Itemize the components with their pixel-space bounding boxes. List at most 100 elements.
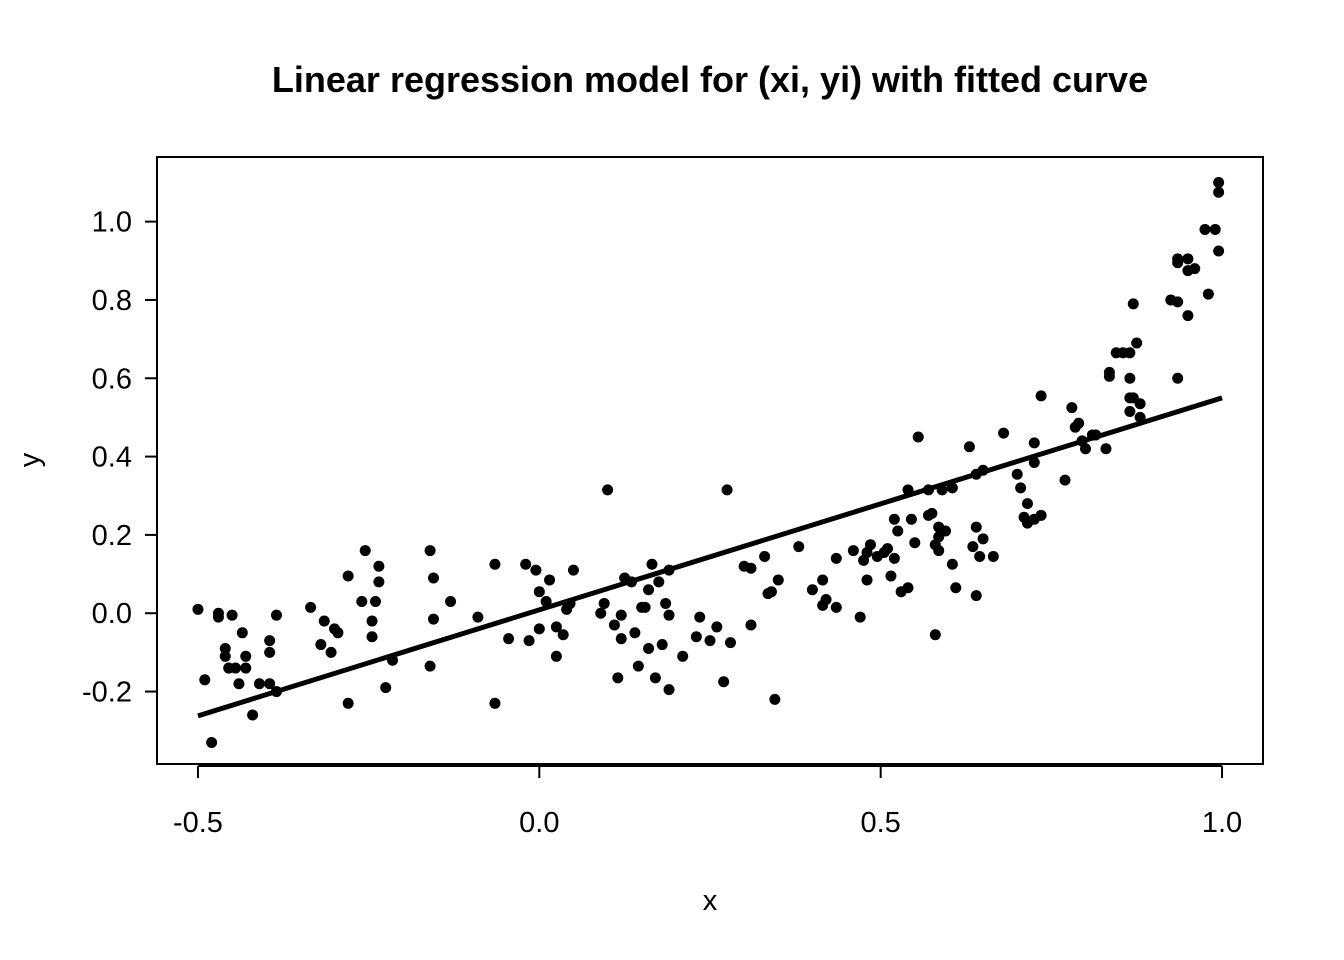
- scatter-point: [830, 552, 842, 564]
- scatter-point: [369, 595, 381, 607]
- scatter-point: [598, 597, 610, 609]
- scatter-point: [970, 590, 982, 602]
- scatter-point: [530, 564, 542, 576]
- scatter-point: [885, 570, 897, 582]
- y-tick-label: 0.6: [92, 363, 132, 395]
- scatter-point: [974, 550, 986, 562]
- scatter-point: [909, 537, 921, 549]
- scatter-point: [608, 619, 620, 631]
- scatter-point: [967, 541, 979, 553]
- scatter-point: [247, 709, 259, 721]
- scatter-point: [472, 611, 484, 623]
- scatter-point: [1213, 176, 1225, 188]
- scatter-point: [366, 615, 378, 627]
- scatter-point: [660, 597, 672, 609]
- scatter-point: [1021, 498, 1033, 510]
- scatter-point: [206, 736, 218, 748]
- scatter-point: [428, 572, 439, 584]
- scatter-point: [489, 558, 501, 570]
- scatter-point: [718, 676, 730, 688]
- scatter-point: [212, 607, 224, 619]
- scatter-point: [380, 682, 392, 694]
- scatter-point: [905, 513, 917, 525]
- scatter-point: [1124, 372, 1136, 384]
- y-tick-label: 0.2: [92, 520, 132, 552]
- scatter-point: [1189, 263, 1201, 275]
- scatter-point: [233, 678, 245, 690]
- scatter-point: [373, 560, 385, 572]
- scatter-point: [1213, 245, 1225, 257]
- scatter-points: [192, 176, 1225, 748]
- scatter-point: [445, 595, 457, 607]
- scatter-point: [192, 603, 204, 615]
- x-tick-label: 0.0: [519, 807, 559, 839]
- y-axis-title: y: [14, 452, 46, 467]
- scatter-point: [226, 609, 238, 621]
- scatter-point: [615, 633, 627, 645]
- scatter-point: [1209, 223, 1221, 235]
- scatter-point: [998, 427, 1010, 439]
- y-axis: -0.2 0.0 0.2 0.4 0.6 0.8 1.0: [82, 207, 158, 709]
- scatter-point: [540, 595, 552, 607]
- x-axis: -0.5 0.0 0.5 1.0: [173, 765, 1242, 839]
- scatter-point: [759, 550, 771, 562]
- scatter-point: [557, 629, 569, 641]
- scatter-point: [615, 609, 627, 621]
- scatter-point: [523, 635, 535, 647]
- plot-frame: [156, 156, 1264, 765]
- scatter-point: [847, 545, 859, 557]
- scatter-point: [428, 613, 439, 625]
- scatter-point: [694, 611, 706, 623]
- scatter-point: [240, 650, 252, 662]
- scatter-point: [325, 646, 337, 658]
- scatter-point: [332, 627, 344, 639]
- scatter-point: [892, 525, 904, 537]
- scatter-point: [533, 623, 545, 635]
- scatter-point: [963, 441, 975, 453]
- scatter-point: [567, 564, 579, 576]
- scatter-point: [520, 558, 532, 570]
- scatter-point: [632, 660, 644, 672]
- y-tick-label: 0.0: [92, 598, 132, 630]
- scatter-point: [704, 635, 716, 647]
- scatter-point: [1035, 509, 1047, 521]
- scatter-point: [1131, 337, 1143, 349]
- scatter-point: [1127, 298, 1139, 310]
- scatter-point: [219, 650, 231, 662]
- scatter-point: [533, 586, 545, 598]
- scatter-point: [1182, 253, 1194, 265]
- scatter-point: [1028, 456, 1040, 468]
- scatter-point: [1100, 443, 1112, 455]
- scatter-point: [612, 672, 624, 684]
- scatter-point: [1028, 437, 1040, 449]
- scatter-point: [902, 582, 914, 594]
- x-axis-title: x: [703, 885, 718, 917]
- scatter-point: [745, 562, 757, 574]
- x-tick-label: 1.0: [1202, 807, 1242, 839]
- scatter-point: [830, 601, 842, 613]
- scatter-point: [356, 595, 368, 607]
- scatter-point: [1103, 370, 1115, 382]
- scatter-point: [424, 660, 436, 672]
- scatter-point: [305, 601, 317, 613]
- scatter-point: [772, 574, 784, 586]
- scatter-point: [912, 431, 924, 443]
- scatter-point: [253, 678, 265, 690]
- scatter-point: [1059, 474, 1071, 486]
- scatter-point: [318, 615, 330, 627]
- scatter-point: [765, 586, 777, 598]
- scatter-point: [489, 697, 501, 709]
- scatter-point: [1202, 288, 1214, 300]
- scatter-point: [1172, 253, 1184, 265]
- scatter-point: [793, 541, 805, 553]
- scatter-point: [888, 513, 900, 525]
- scatter-point: [270, 609, 282, 621]
- scatter-point: [1015, 482, 1027, 494]
- y-tick-label: -0.2: [82, 677, 132, 709]
- scatter-point: [424, 545, 436, 557]
- scatter-point: [1073, 417, 1085, 429]
- scatter-point: [1213, 186, 1225, 198]
- scatter-point: [602, 484, 614, 496]
- scatter-point: [882, 543, 894, 555]
- scatter-point: [359, 545, 371, 557]
